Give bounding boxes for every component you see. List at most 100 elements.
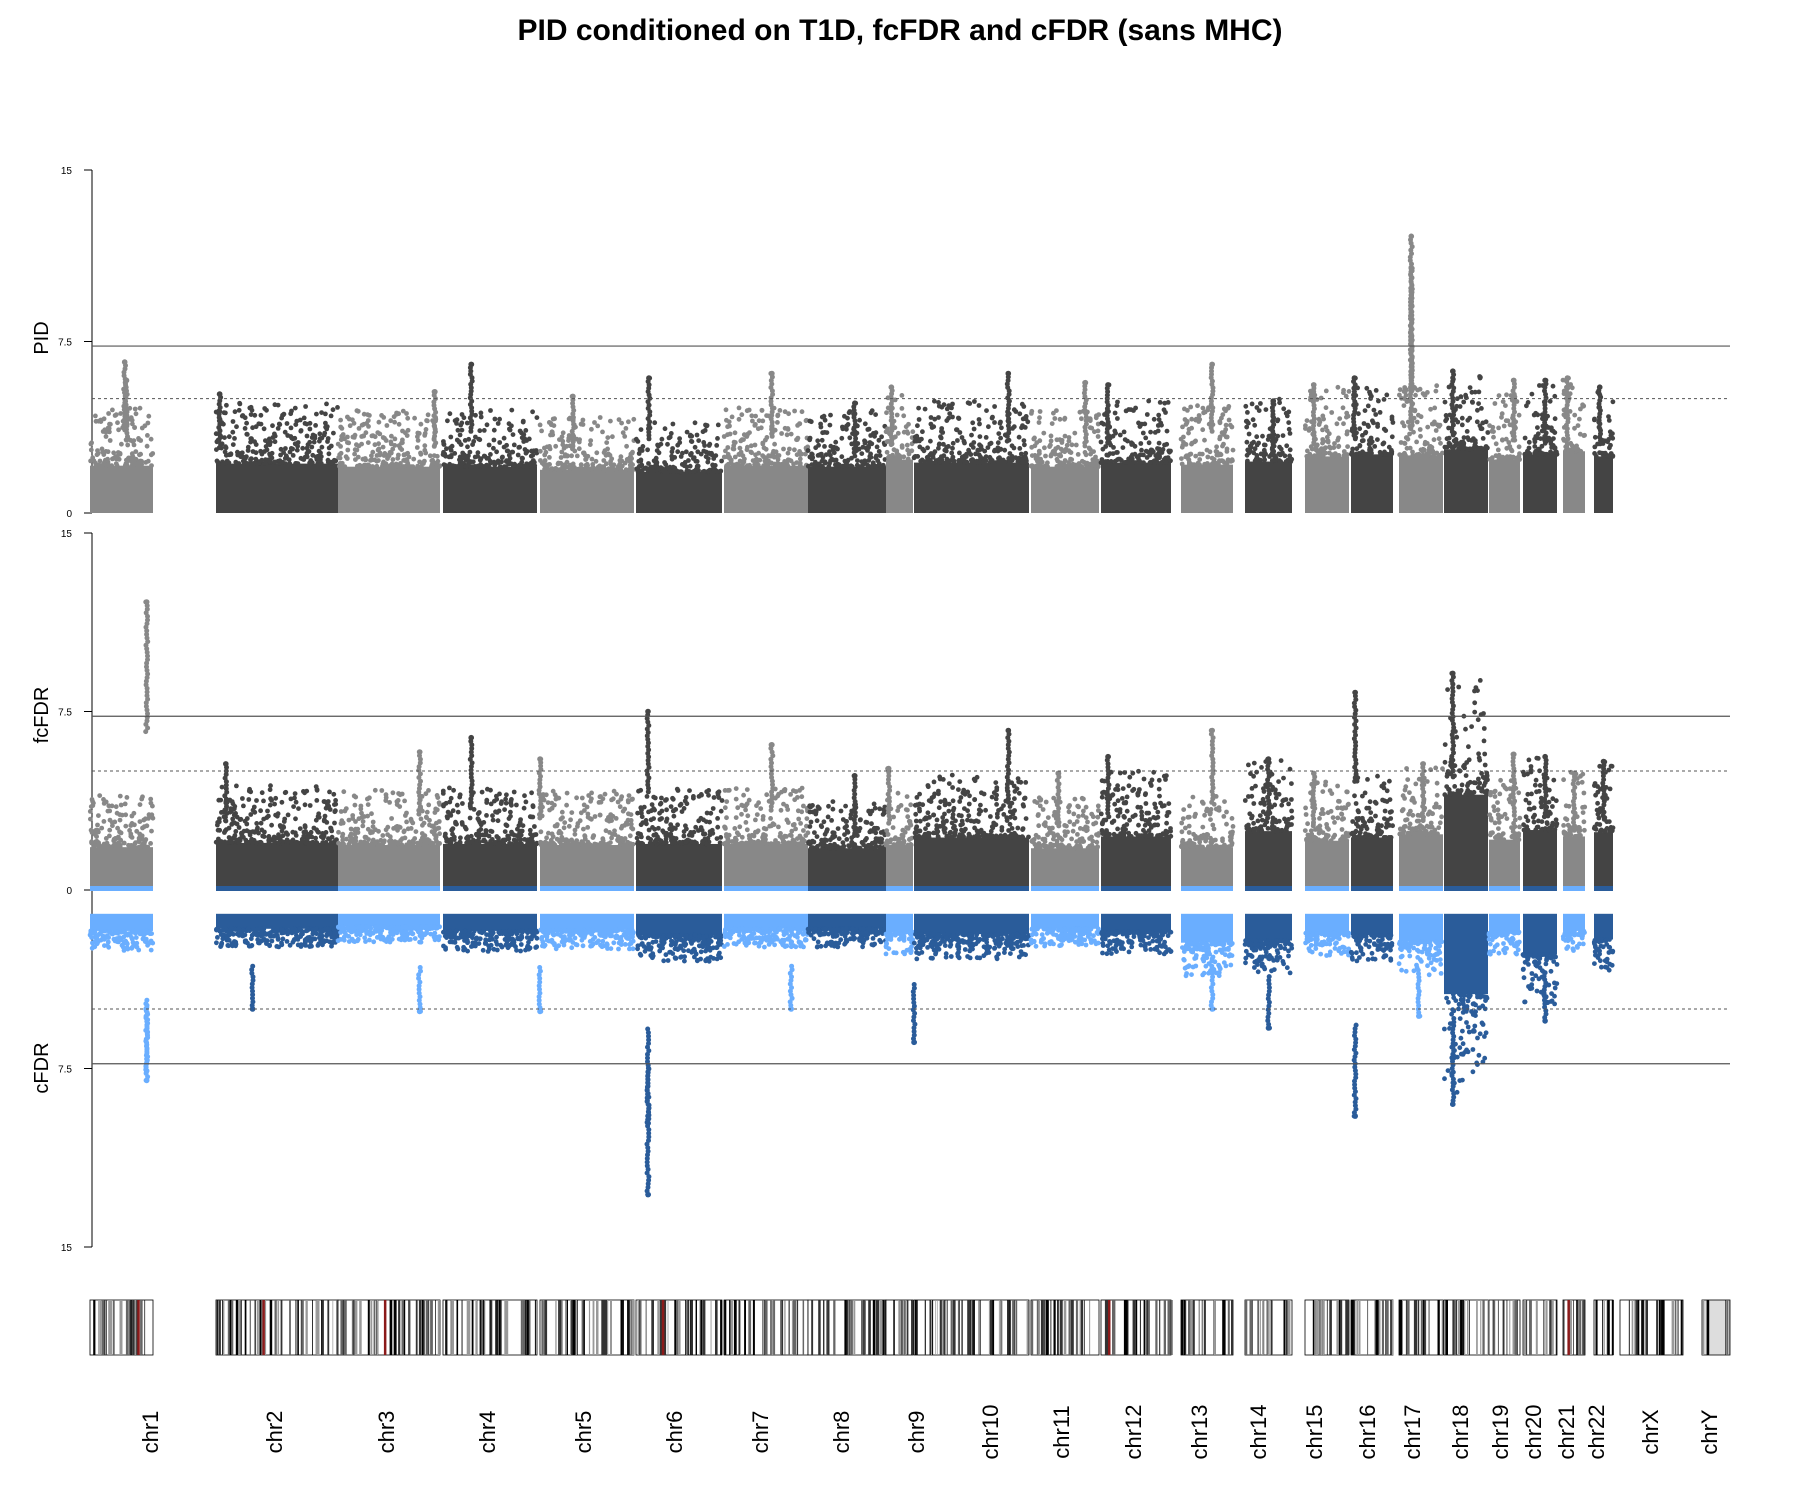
snp-point: [771, 932, 776, 938]
snp-point: [577, 818, 583, 824]
snp-point: [744, 408, 750, 414]
snp-point: [288, 446, 294, 451]
snp-point: [792, 408, 797, 414]
snp-point: [148, 800, 154, 806]
snp-point: [822, 430, 828, 435]
snp-point: [465, 444, 470, 450]
snp-point: [559, 809, 565, 815]
snp-point: [777, 926, 783, 932]
snp-point: [103, 434, 109, 439]
snp-point: [424, 924, 430, 930]
snp-point: [795, 934, 800, 940]
snp-point: [661, 958, 667, 964]
snp-point: [254, 821, 260, 826]
snp-point: [318, 461, 324, 466]
snp-point: [529, 790, 534, 796]
snp-point: [370, 829, 375, 835]
snp-point: [283, 453, 289, 459]
snp-point: [358, 842, 364, 848]
snp-point: [671, 813, 677, 819]
snp-point: [603, 934, 608, 939]
pid-peak-top: [646, 375, 652, 381]
snp-point: [383, 827, 389, 833]
snp-point: [279, 828, 285, 834]
snp-point: [111, 936, 117, 942]
snp-point: [624, 443, 629, 449]
snp-point: [360, 456, 366, 462]
snp-point: [145, 420, 151, 426]
snp-point: [481, 453, 487, 459]
snp-point: [725, 838, 731, 844]
snp-point: [552, 823, 558, 829]
snp-point: [447, 411, 453, 417]
snp-point: [239, 453, 244, 459]
snp-point: [304, 433, 310, 439]
snp-point: [762, 944, 767, 950]
baseline-band: [636, 886, 722, 891]
snp-point: [617, 804, 623, 810]
snp-point: [736, 463, 742, 468]
snp-point: [144, 443, 150, 449]
fcfdr-bulk-chr8: [808, 848, 886, 890]
snp-point: [375, 430, 381, 435]
snp-point: [650, 825, 655, 830]
snp-point: [89, 935, 94, 940]
snp-point: [137, 405, 143, 411]
points-layer: [87, 233, 1616, 1198]
snp-point: [658, 945, 664, 951]
snp-point: [736, 405, 742, 411]
snp-point: [873, 430, 879, 436]
snp-point: [543, 449, 549, 455]
snp-point: [534, 415, 540, 420]
snp-point: [663, 833, 669, 838]
snp-point: [656, 450, 662, 456]
snp-point: [103, 429, 109, 435]
cfdr-peak: [144, 1045, 150, 1051]
snp-point: [462, 928, 468, 934]
snp-point: [485, 786, 490, 792]
snp-point: [440, 452, 446, 457]
snp-point: [358, 927, 364, 933]
snp-point: [435, 842, 440, 848]
snp-point: [378, 936, 384, 942]
snp-point: [724, 832, 729, 837]
snp-point: [876, 461, 882, 467]
snp-point: [744, 827, 750, 833]
fcfdr-peak: [223, 782, 229, 788]
snp-point: [707, 832, 713, 838]
snp-point: [459, 820, 465, 825]
cfdr-peak: [144, 1056, 150, 1062]
snp-point: [664, 807, 669, 813]
snp-point: [130, 928, 136, 934]
snp-point: [683, 795, 689, 800]
snp-point: [451, 834, 457, 840]
snp-point: [360, 823, 366, 829]
snp-point: [148, 841, 154, 846]
snp-point: [528, 831, 533, 837]
snp-point: [230, 816, 236, 822]
snp-point: [762, 930, 768, 936]
snp-point: [387, 838, 392, 844]
snp-point: [494, 796, 500, 802]
snp-point: [673, 955, 679, 961]
snp-point: [124, 795, 130, 800]
snp-point: [113, 456, 119, 462]
snp-point: [500, 454, 505, 460]
snp-point: [737, 445, 743, 451]
snp-point: [400, 836, 405, 841]
snp-point: [327, 789, 332, 795]
snp-point: [345, 414, 350, 420]
snp-point: [867, 440, 873, 445]
snp-point: [706, 941, 712, 946]
snp-point: [288, 796, 294, 802]
snp-point: [462, 946, 468, 952]
snp-point: [619, 420, 624, 426]
snp-point: [608, 418, 613, 424]
snp-point: [755, 828, 761, 834]
snp-point: [727, 930, 733, 935]
snp-point: [508, 813, 513, 819]
snp-point: [137, 819, 143, 824]
snp-point: [737, 824, 743, 830]
snp-point: [136, 839, 142, 845]
snp-point: [395, 455, 401, 461]
